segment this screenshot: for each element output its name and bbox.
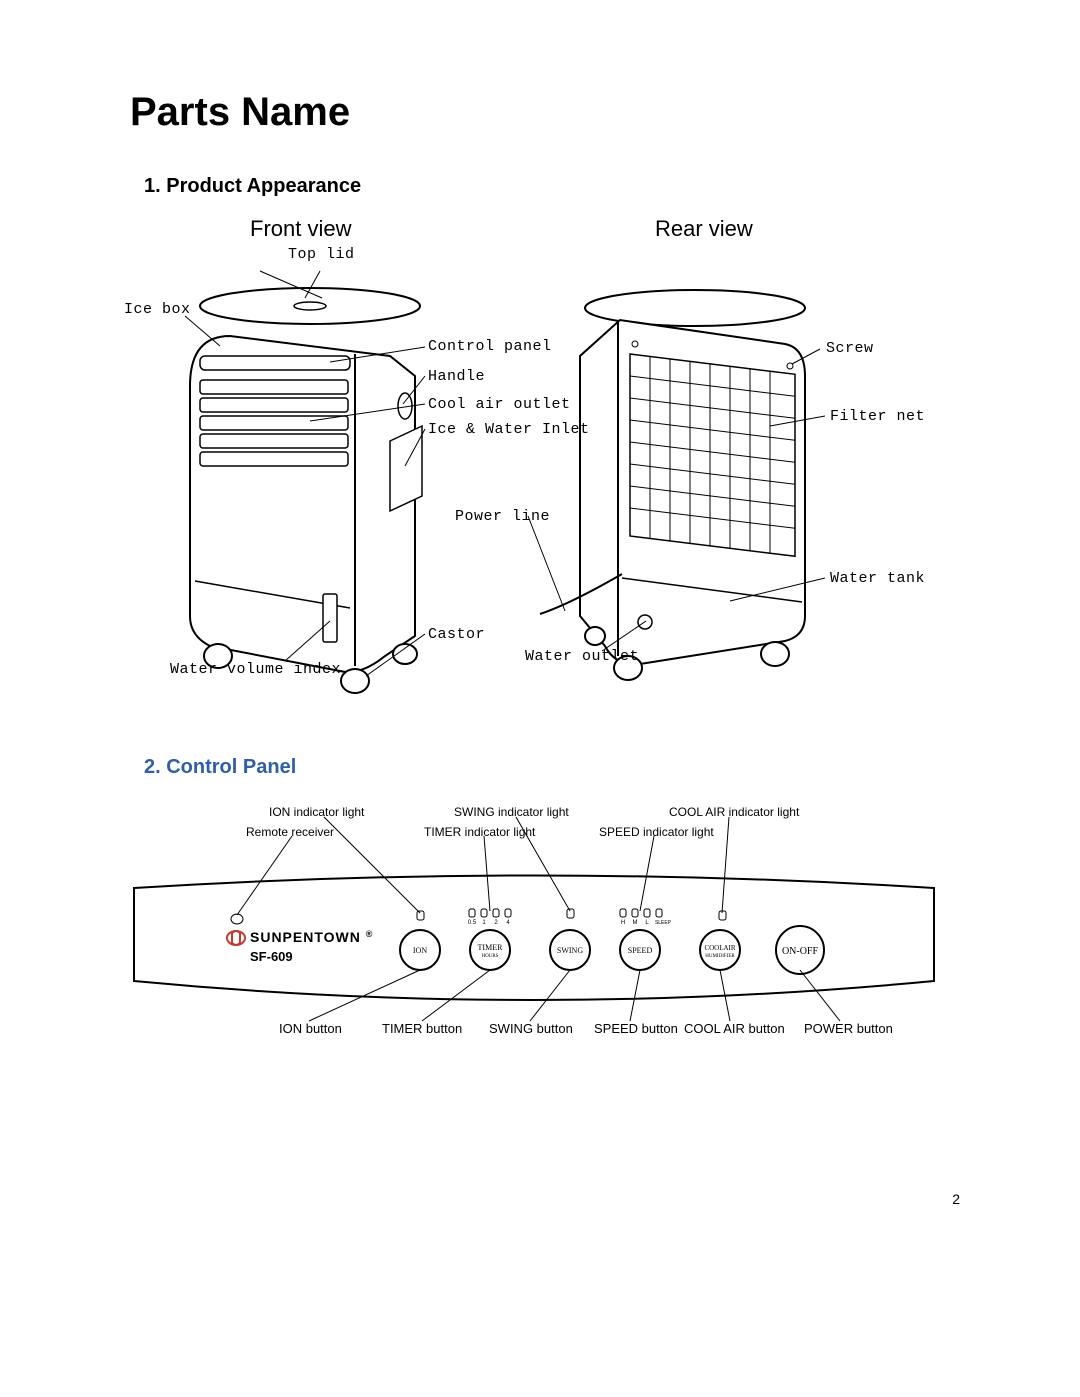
label-timer-button: TIMER button — [382, 1021, 462, 1036]
label-ice-box: Ice box — [124, 301, 191, 318]
label-ion-button: ION button — [279, 1021, 342, 1036]
svg-text:HUMIDIFIER: HUMIDIFIER — [705, 954, 735, 959]
label-ice-water-inlet: Ice & Water Inlet — [428, 421, 590, 438]
label-handle: Handle — [428, 368, 485, 385]
label-cool-air-outlet: Cool air outlet — [428, 396, 571, 413]
label-water-tank: Water tank — [830, 570, 925, 587]
label-power-button: POWER button — [804, 1021, 893, 1036]
unit-line-art — [130, 216, 950, 696]
page-title: Parts Name — [130, 90, 980, 135]
brand-icon — [226, 930, 246, 946]
label-top-lid: Top lid — [288, 246, 355, 263]
section-2-title: 2. Control Panel — [144, 756, 980, 779]
svg-text:SPEED: SPEED — [628, 946, 653, 955]
brand-logo: SUNPENTOWN ® — [226, 929, 373, 946]
label-screw: Screw — [826, 340, 874, 357]
section-1-title: 1. Product Appearance — [144, 175, 980, 198]
svg-text:ION: ION — [413, 946, 427, 955]
label-castor: Castor — [428, 626, 485, 643]
svg-text:H: H — [621, 920, 625, 926]
model-number: SF-609 — [250, 949, 293, 964]
svg-text:COOLAIR: COOLAIR — [704, 944, 735, 952]
svg-text:TIMER: TIMER — [478, 943, 504, 952]
svg-text:SLEEP: SLEEP — [655, 920, 672, 926]
svg-text:HOURS: HOURS — [482, 954, 499, 959]
svg-text:M: M — [633, 920, 638, 926]
label-power-line: Power line — [455, 508, 550, 525]
trademark-symbol: ® — [366, 929, 374, 939]
label-speed-button: SPEED button — [594, 1021, 678, 1036]
label-filter-net: Filter net — [830, 408, 925, 425]
brand-text: SUNPENTOWN — [250, 929, 361, 945]
label-control-panel: Control panel — [428, 338, 552, 355]
control-panel-diagram: ION indicator light SWING indicator ligh… — [124, 803, 944, 1063]
appearance-diagram: Front view Rear view — [130, 216, 950, 696]
svg-text:0.5: 0.5 — [468, 920, 477, 926]
page-number: 2 — [952, 1191, 960, 1207]
label-coolair-button: COOL AIR button — [684, 1021, 785, 1036]
label-water-outlet: Water outlet — [525, 648, 639, 665]
label-water-volume-index: Water volume index — [170, 661, 341, 678]
svg-text:ON-OFF: ON-OFF — [782, 946, 819, 957]
svg-text:SWING: SWING — [557, 946, 583, 955]
label-swing-button: SWING button — [489, 1021, 573, 1036]
